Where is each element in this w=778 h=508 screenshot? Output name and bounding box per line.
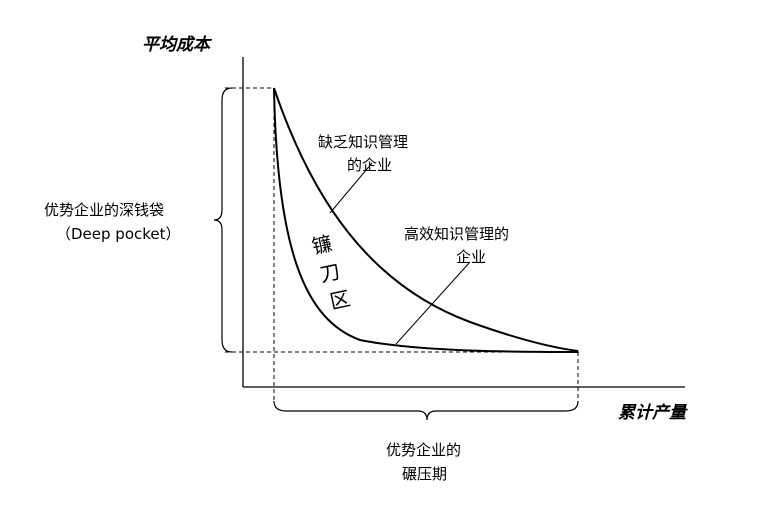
squeeze-period-label-line2: 碾压期 — [402, 465, 447, 483]
deep-pocket-brace — [213, 87, 233, 353]
deep-pocket-label-line1: 优势企业的深钱袋 — [44, 201, 164, 219]
x-axis-title: 累计产量 — [618, 403, 688, 423]
deep-pocket-label-line2: （Deep pocket） — [56, 225, 181, 243]
efficient-firm-label-line2: 企业 — [456, 248, 486, 266]
efficient-firm-curve — [273, 87, 579, 353]
sickle-zone-char-1: 镰 — [310, 231, 335, 259]
inefficient-firm-label-line2: 的企业 — [347, 156, 392, 174]
y-axis-title: 平均成本 — [142, 35, 213, 55]
inefficient-firm-label-line1: 缺乏知识管理 — [318, 133, 408, 151]
efficient-leader-line — [395, 261, 471, 345]
inefficient-leader-line — [329, 162, 373, 214]
squeeze-period-brace — [273, 400, 579, 421]
inefficient-firm-curve — [273, 87, 579, 352]
efficient-firm-label-line1: 高效知识管理的 — [404, 225, 509, 243]
squeeze-period-label-line1: 优势企业的 — [386, 441, 461, 459]
sickle-zone-char-2: 刀 — [318, 259, 343, 287]
sickle-zone-char-3: 区 — [328, 286, 353, 314]
